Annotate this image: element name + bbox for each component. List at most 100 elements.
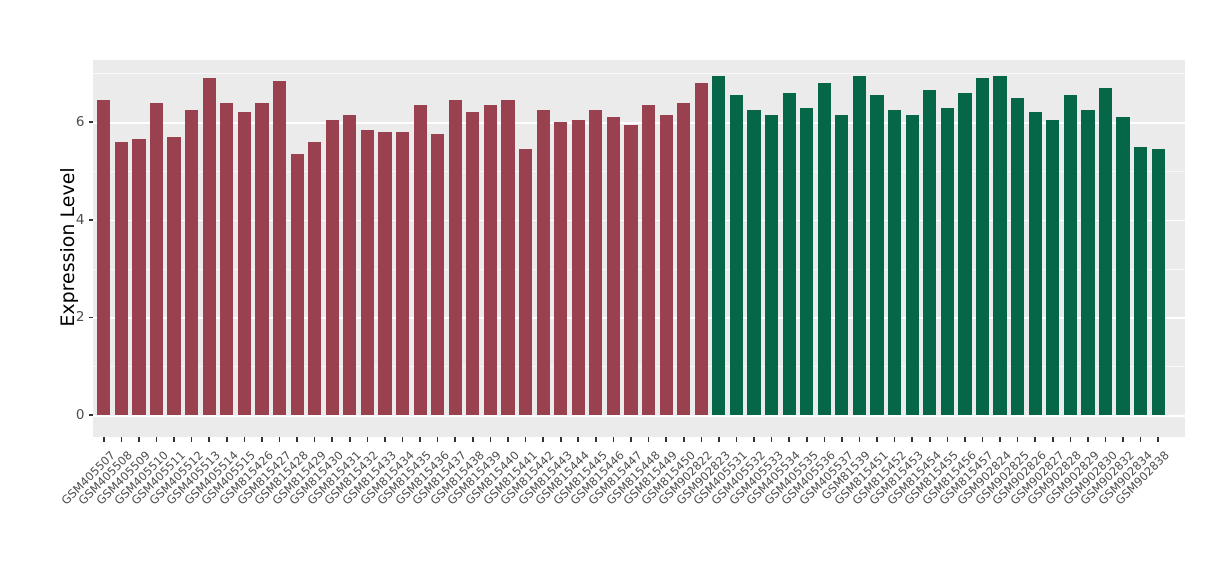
bar-GSM405511	[167, 136, 181, 415]
x-tick-mark	[841, 437, 843, 442]
bar-GSM815449	[659, 114, 673, 415]
bar-GSM902827	[1046, 119, 1060, 415]
x-tick-mark	[366, 437, 369, 442]
bar-GSM815446	[606, 117, 621, 415]
x-tick-mark	[313, 437, 316, 442]
gridline-minor	[93, 171, 1185, 172]
bar-GSM815451	[870, 95, 884, 415]
bar-GSM902828	[1063, 95, 1077, 415]
x-tick-mark	[858, 437, 861, 442]
x-tick-mark	[1087, 437, 1089, 442]
x-tick-mark	[243, 437, 246, 442]
x-tick-mark	[472, 437, 474, 442]
bar-GSM902824	[993, 75, 1007, 415]
x-tick-mark	[542, 437, 544, 442]
bar-GSM405512	[185, 110, 199, 415]
x-tick-mark	[349, 437, 351, 442]
bar-GSM815436	[431, 134, 445, 415]
gridline-minor	[93, 268, 1185, 270]
bar-GSM405510	[149, 102, 164, 415]
bar-GSM405514	[220, 102, 234, 415]
x-tick-mark	[454, 437, 457, 442]
bar-GSM815445	[589, 110, 603, 415]
x-tick-mark	[559, 437, 562, 442]
gridline-major	[93, 122, 1185, 124]
bar-GSM902832	[1116, 117, 1130, 415]
x-tick-mark	[489, 437, 492, 442]
bar-GSM902838	[1151, 149, 1165, 415]
x-tick-mark	[718, 437, 720, 442]
bar-GSM815427	[272, 80, 287, 415]
bar-GSM405536	[817, 83, 831, 415]
y-tick-mark	[88, 316, 93, 319]
x-tick-mark	[226, 437, 228, 442]
bar-GSM902826	[1028, 112, 1042, 415]
x-tick-mark	[700, 437, 703, 442]
x-tick-mark	[1139, 437, 1142, 442]
plot-panel	[93, 60, 1185, 437]
x-tick-mark	[788, 437, 790, 442]
bar-GSM902825	[1011, 97, 1025, 415]
bar-GSM902830	[1098, 88, 1113, 415]
gridline-major	[93, 219, 1185, 222]
bar-GSM405531	[729, 95, 744, 415]
x-tick-mark	[911, 437, 913, 442]
gridline-major	[93, 415, 1185, 417]
bar-GSM815437	[448, 100, 462, 415]
y-tick-label: 2	[75, 309, 85, 326]
bar-GSM405509	[132, 139, 146, 415]
x-tick-mark	[155, 437, 158, 442]
x-tick-mark	[805, 437, 808, 442]
y-tick-label: 0	[75, 407, 85, 423]
x-tick-mark	[296, 437, 298, 442]
x-tick-mark	[384, 437, 386, 442]
bar-GSM815442	[536, 110, 550, 415]
x-tick-mark	[1122, 437, 1124, 442]
x-tick-mark	[1034, 437, 1036, 442]
bar-GSM902823	[712, 75, 726, 415]
bar-GSM815454	[923, 90, 937, 415]
bar-GSM405535	[800, 107, 814, 415]
x-tick-mark	[682, 437, 685, 442]
x-tick-mark	[1104, 437, 1107, 442]
x-tick-mark	[507, 437, 509, 442]
x-tick-mark	[278, 437, 281, 442]
bar-GSM815430	[325, 119, 339, 415]
bar-GSM815441	[518, 149, 533, 415]
x-tick-mark	[261, 437, 263, 442]
x-tick-mark	[928, 437, 931, 442]
bar-GSM902822	[694, 83, 708, 415]
bar-GSM815434	[395, 131, 410, 415]
x-tick-mark	[630, 437, 632, 442]
bar-GSM815444	[571, 119, 585, 415]
x-tick-mark	[436, 437, 439, 442]
bar-GSM815455	[940, 107, 954, 415]
gridline-major	[93, 317, 1185, 319]
x-tick-mark	[823, 437, 826, 442]
x-tick-mark	[1051, 437, 1054, 442]
x-tick-mark	[524, 437, 527, 442]
bar-GSM405533	[764, 114, 779, 415]
gridline-minor	[93, 73, 1185, 75]
bar-GSM405534	[782, 92, 796, 415]
bar-GSM405537	[835, 114, 849, 415]
bar-GSM815426	[255, 102, 269, 415]
bar-GSM815433	[378, 131, 392, 415]
x-tick-mark	[577, 437, 580, 442]
bar-GSM815450	[677, 102, 691, 415]
bar-GSM405515	[237, 112, 251, 415]
bar-GSM815428	[290, 153, 304, 415]
x-tick-mark	[665, 437, 667, 442]
x-tick-mark	[893, 437, 896, 442]
x-tick-mark	[102, 437, 105, 442]
x-tick-mark	[173, 437, 175, 442]
x-tick-mark	[120, 437, 123, 442]
bar-GSM405513	[202, 78, 216, 415]
bar-GSM81539	[852, 75, 867, 415]
bar-GSM815440	[501, 100, 515, 415]
x-tick-mark	[946, 437, 949, 442]
bar-GSM815447	[624, 124, 638, 415]
bar-GSM815456	[958, 92, 972, 415]
